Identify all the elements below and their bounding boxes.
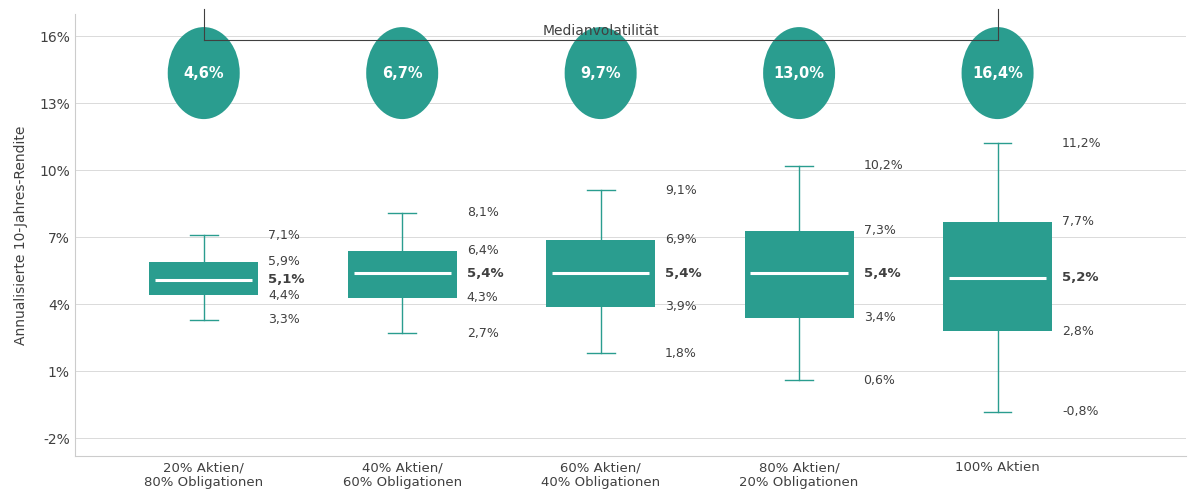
Text: 16,4%: 16,4% bbox=[972, 65, 1024, 80]
Text: 9,7%: 9,7% bbox=[581, 65, 620, 80]
Text: 4,6%: 4,6% bbox=[184, 65, 224, 80]
Text: 6,4%: 6,4% bbox=[467, 244, 498, 257]
Text: 6,7%: 6,7% bbox=[382, 65, 422, 80]
Text: 10,2%: 10,2% bbox=[864, 159, 904, 173]
Text: 7,3%: 7,3% bbox=[864, 224, 895, 237]
Bar bbox=[546, 239, 655, 306]
Text: 4,4%: 4,4% bbox=[269, 289, 300, 302]
Text: 1,8%: 1,8% bbox=[665, 347, 697, 360]
Bar bbox=[943, 222, 1052, 331]
Text: -0,8%: -0,8% bbox=[1062, 405, 1098, 418]
Text: 6,9%: 6,9% bbox=[665, 233, 697, 246]
Text: 3,3%: 3,3% bbox=[269, 313, 300, 326]
Text: 13,0%: 13,0% bbox=[774, 65, 824, 80]
Text: 11,2%: 11,2% bbox=[1062, 137, 1102, 150]
Text: 5,2%: 5,2% bbox=[1062, 271, 1098, 284]
Ellipse shape bbox=[961, 27, 1033, 119]
Ellipse shape bbox=[763, 27, 835, 119]
Text: 9,1%: 9,1% bbox=[665, 184, 697, 197]
Text: 7,1%: 7,1% bbox=[269, 228, 300, 241]
Bar bbox=[348, 250, 457, 298]
Ellipse shape bbox=[168, 27, 240, 119]
Text: 5,4%: 5,4% bbox=[665, 267, 702, 280]
Text: 0,6%: 0,6% bbox=[864, 374, 895, 387]
Text: 5,9%: 5,9% bbox=[269, 256, 300, 269]
Text: Medianvolatilität: Medianvolatilität bbox=[542, 25, 659, 38]
Y-axis label: Annualisierte 10-Jahres-Rendite: Annualisierte 10-Jahres-Rendite bbox=[14, 125, 28, 345]
Ellipse shape bbox=[565, 27, 637, 119]
Bar bbox=[744, 230, 853, 318]
Text: 5,4%: 5,4% bbox=[467, 267, 503, 280]
Text: 8,1%: 8,1% bbox=[467, 206, 498, 219]
Text: 2,7%: 2,7% bbox=[467, 327, 498, 340]
Text: 3,9%: 3,9% bbox=[665, 300, 697, 313]
Bar bbox=[149, 262, 258, 295]
Text: 5,4%: 5,4% bbox=[864, 267, 900, 280]
Text: 5,1%: 5,1% bbox=[269, 273, 305, 286]
Text: 4,3%: 4,3% bbox=[467, 291, 498, 304]
Text: 3,4%: 3,4% bbox=[864, 311, 895, 324]
Ellipse shape bbox=[366, 27, 438, 119]
Text: 7,7%: 7,7% bbox=[1062, 215, 1094, 228]
Text: 2,8%: 2,8% bbox=[1062, 324, 1094, 338]
